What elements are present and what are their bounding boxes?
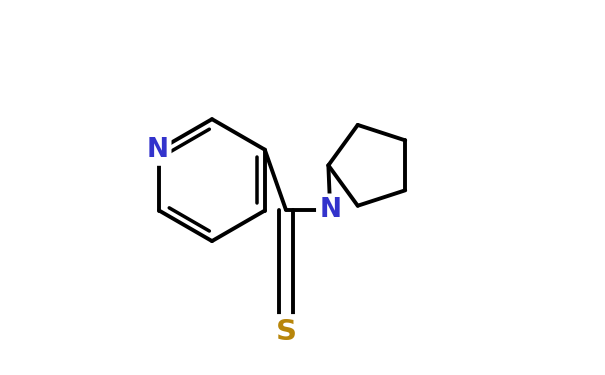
- Text: N: N: [146, 136, 168, 163]
- Text: N: N: [319, 196, 341, 223]
- Text: S: S: [275, 318, 296, 346]
